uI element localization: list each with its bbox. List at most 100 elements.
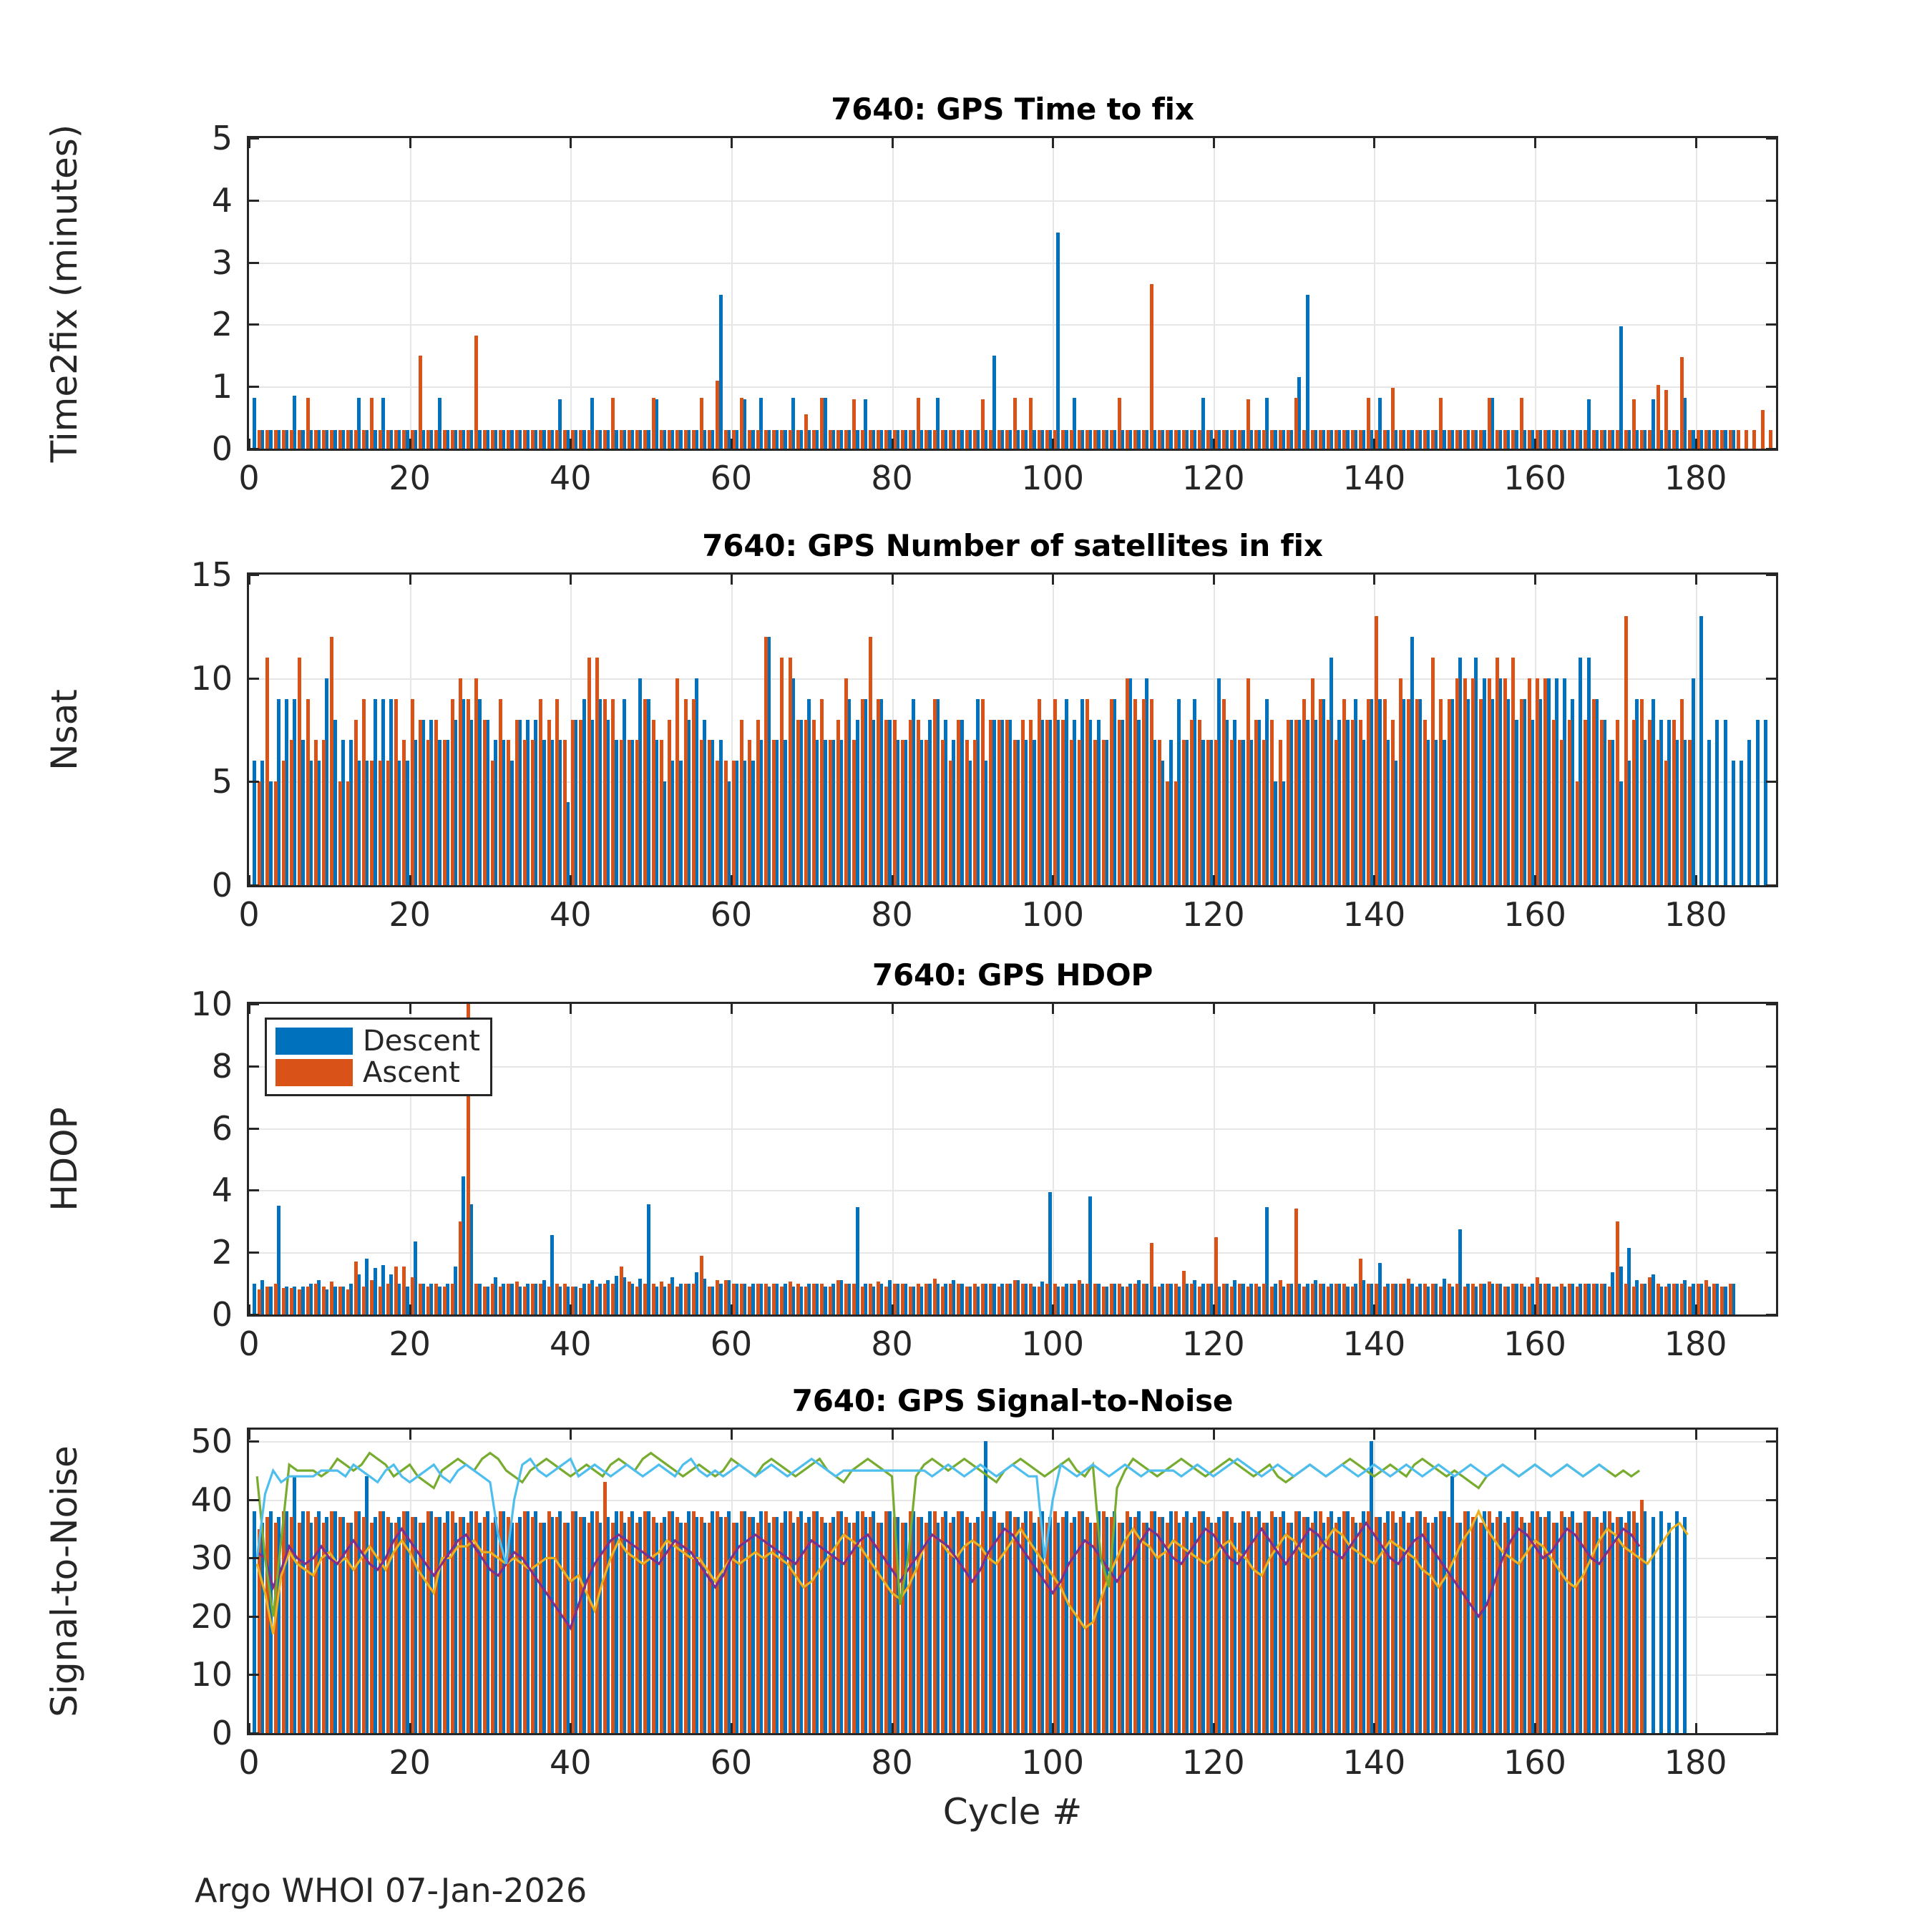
bar-ascent: [940, 429, 945, 449]
bar-descent: [1209, 1283, 1213, 1314]
bar-descent: [301, 740, 305, 885]
bar-ascent: [1181, 740, 1186, 885]
bar-descent: [944, 719, 948, 885]
bar-ascent: [1262, 740, 1267, 885]
bar-ascent: [900, 429, 904, 449]
xtick-mark: [891, 575, 894, 585]
bar-descent: [726, 781, 731, 885]
bar-descent: [574, 1511, 578, 1733]
bar-ascent: [619, 1266, 623, 1314]
bar-ascent: [949, 429, 953, 449]
bar-ascent: [1198, 1511, 1202, 1733]
bar-descent: [711, 1511, 715, 1733]
bar-descent: [1040, 719, 1044, 885]
bar-ascent: [1407, 1523, 1411, 1733]
bar-ascent: [932, 698, 937, 885]
bar-ascent: [1069, 1283, 1073, 1314]
bar-ascent: [1077, 740, 1081, 885]
xtick-mark: [1212, 1430, 1215, 1440]
bar-ascent: [1399, 678, 1403, 885]
xtick-label: 20: [389, 1324, 431, 1363]
xtick-label: 0: [238, 1324, 260, 1363]
gridline-h: [249, 1499, 1776, 1501]
bar-ascent: [1037, 1286, 1041, 1314]
bar-ascent: [780, 657, 784, 885]
bar-ascent: [675, 1517, 680, 1733]
bar-descent: [1474, 657, 1478, 885]
bar-ascent: [731, 761, 736, 885]
gridline-v: [570, 1004, 572, 1314]
bar-ascent: [796, 1517, 800, 1733]
bar-descent: [574, 1286, 578, 1314]
bar-descent: [863, 698, 867, 885]
bar-descent: [758, 1283, 763, 1314]
bar-ascent: [1576, 1286, 1580, 1314]
bar-descent: [1249, 429, 1253, 449]
bar-ascent: [1712, 429, 1717, 449]
gridline-v: [1053, 1004, 1055, 1314]
bar-ascent: [1503, 678, 1508, 885]
bar-descent: [341, 1286, 345, 1314]
bar-ascent: [1286, 1523, 1290, 1733]
bar-descent: [686, 1511, 691, 1733]
bar-ascent: [1310, 1523, 1314, 1733]
bar-ascent: [338, 781, 342, 885]
ytick-mark: [1766, 1440, 1776, 1443]
bar-descent: [1209, 429, 1213, 449]
bar-ascent: [1005, 429, 1009, 449]
ytick-mark: [249, 1189, 259, 1192]
bar-ascent: [1616, 719, 1620, 885]
bar-ascent: [1608, 429, 1612, 449]
bar-ascent: [531, 1283, 535, 1314]
bar-descent: [1490, 397, 1494, 449]
bar-ascent: [1230, 429, 1234, 449]
bar-descent: [903, 740, 907, 885]
bar-ascent: [1415, 698, 1419, 885]
bar-ascent: [740, 1511, 744, 1733]
bar-descent: [1024, 429, 1028, 449]
bar-descent: [454, 429, 458, 449]
bar-descent: [526, 719, 530, 885]
bar-descent: [783, 1511, 787, 1733]
bar-ascent: [482, 719, 487, 885]
bar-descent: [574, 429, 578, 449]
bar-ascent: [1206, 1517, 1210, 1733]
bar-ascent: [490, 429, 494, 449]
bar-ascent: [1390, 1511, 1395, 1733]
bar-descent: [1546, 429, 1551, 449]
bar-descent: [381, 397, 385, 449]
bar-descent: [1217, 429, 1221, 449]
bar-descent: [437, 397, 441, 449]
bar-descent: [1586, 1511, 1591, 1733]
xtick-mark: [1694, 1304, 1697, 1314]
bar-ascent: [860, 429, 864, 449]
xtick-label: 60: [710, 1743, 753, 1782]
bar-ascent: [1302, 698, 1307, 885]
bar-descent: [1385, 740, 1390, 885]
bar-descent: [879, 1283, 884, 1314]
bar-ascent: [1141, 1523, 1146, 1733]
bar-ascent: [426, 1286, 431, 1314]
bar-descent: [1394, 1523, 1398, 1733]
bar-ascent: [322, 429, 326, 449]
bar-ascent: [699, 740, 703, 885]
bar-descent: [502, 1283, 506, 1314]
bar-descent: [1538, 429, 1543, 449]
xtick-mark: [249, 1004, 250, 1014]
gridline-h: [249, 200, 1776, 202]
bar-ascent: [884, 1511, 889, 1733]
ytick-mark: [249, 261, 259, 264]
gridline-v: [1535, 138, 1537, 449]
bar-ascent: [1133, 1283, 1138, 1314]
bar-descent: [1113, 698, 1116, 885]
bar-ascent: [635, 1286, 640, 1314]
bar-descent: [405, 1511, 409, 1733]
xtick-mark: [1534, 1004, 1537, 1014]
bar-ascent: [892, 1517, 897, 1733]
bar-descent: [887, 719, 892, 885]
bar-descent: [1297, 719, 1302, 885]
bar-ascent: [362, 698, 366, 885]
xtick-mark: [1694, 439, 1697, 449]
xtick-mark: [1212, 1304, 1215, 1314]
xtick-mark: [570, 575, 572, 585]
